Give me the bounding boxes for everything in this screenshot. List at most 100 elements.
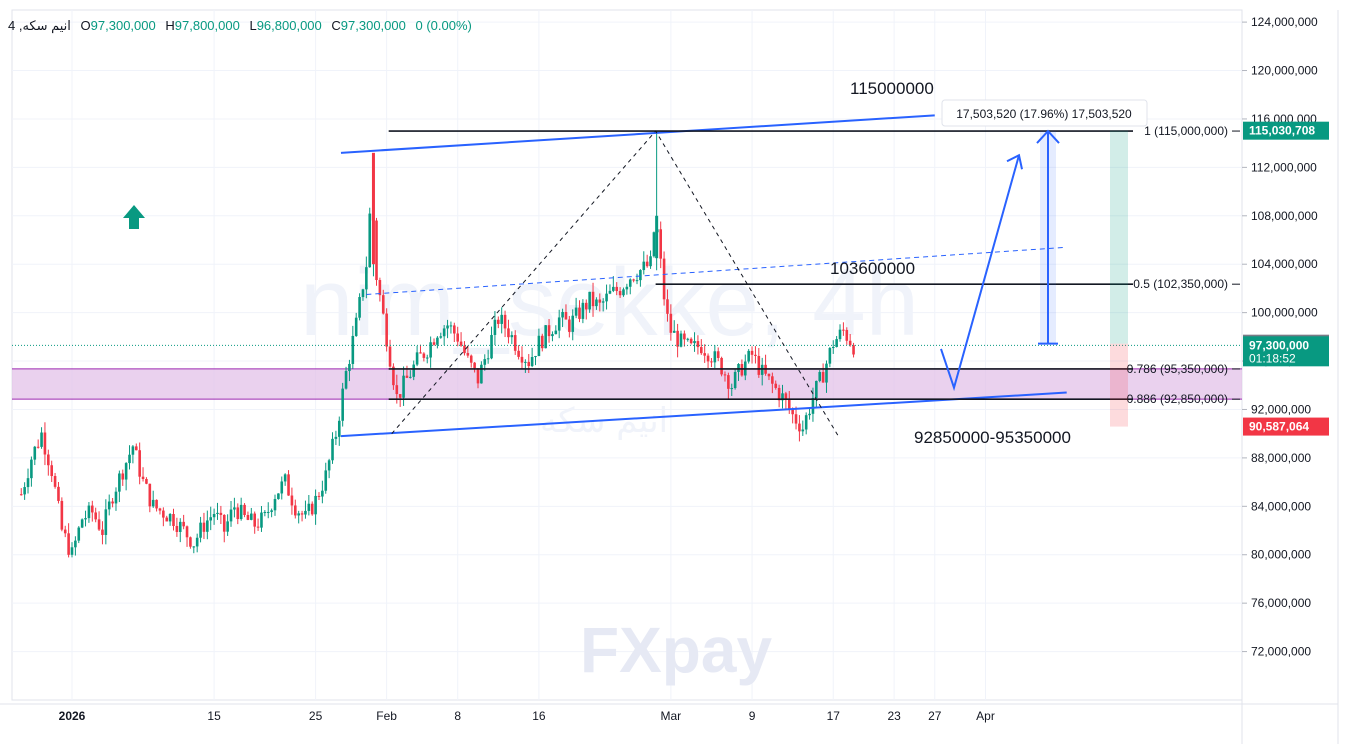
time-axis[interactable]: 2026 15 25 Feb 8 16 Mar 9 17 23 27 Apr (59, 709, 995, 723)
target-mid-label: 103600000 (830, 259, 915, 278)
candle-body (815, 380, 818, 398)
candle-body (121, 473, 125, 480)
candle-body (483, 359, 487, 365)
candle-body (733, 371, 737, 389)
candle-body (283, 474, 287, 482)
candle-body (304, 510, 307, 515)
candle-body (195, 537, 199, 547)
candle-body (639, 270, 642, 281)
candle-body (666, 299, 669, 314)
candle-body (754, 354, 757, 356)
candle-body (618, 291, 622, 296)
up-arrow-icon (123, 205, 145, 229)
candle-body (239, 504, 243, 520)
candle-body (676, 330, 679, 347)
candle-body (544, 325, 547, 349)
candle-body (848, 340, 852, 346)
candle-body (612, 286, 615, 291)
candle-body (659, 229, 662, 259)
candle-body (375, 220, 378, 281)
candle-body (642, 261, 646, 271)
support-zone (12, 368, 1242, 400)
candle-body (124, 463, 128, 480)
candle-body (111, 501, 114, 504)
candle-body (206, 520, 209, 532)
legend-high: 97,800,000 (174, 18, 240, 33)
candle-body (331, 438, 334, 461)
candle-body (422, 353, 426, 358)
candle-body (831, 346, 835, 349)
candle-body (409, 376, 412, 378)
candle-body (246, 514, 250, 520)
legend-low-label: L (249, 18, 257, 33)
y-tick-label: 76,000,000 (1251, 596, 1311, 610)
candle-body (280, 481, 284, 494)
price-badge-label: 97,300,000 (1249, 338, 1309, 352)
y-tick-label: 104,000,000 (1251, 257, 1318, 271)
watermark: nim_sekke, 4h انیم سکه FXpay (300, 249, 919, 686)
candle-body (365, 267, 368, 290)
candle-body (189, 537, 192, 547)
candle-body (513, 335, 517, 351)
candle-body (635, 280, 639, 282)
candle-body (202, 522, 206, 532)
candle-body (564, 312, 568, 320)
candle-body (547, 325, 551, 337)
candle-body (107, 501, 111, 510)
candle-body (348, 363, 351, 372)
candle-body (80, 519, 84, 528)
legend-open-label: O (80, 18, 91, 33)
candle-body (507, 328, 510, 338)
candle-body (91, 505, 94, 513)
candle-body (354, 317, 358, 336)
candle-body (165, 517, 169, 522)
candle-body (395, 385, 399, 395)
candle-body (446, 325, 449, 329)
candle-body (689, 338, 693, 344)
position-profit-box (1110, 130, 1128, 344)
candle-body (703, 353, 706, 356)
candle-body (70, 547, 74, 555)
candle-body (429, 342, 432, 358)
candle-body (625, 286, 629, 290)
legend-low: 96,800,000 (256, 18, 322, 33)
candle-body (97, 519, 101, 530)
candle-body (273, 499, 277, 511)
candle-body (530, 357, 534, 367)
candle-body (760, 364, 764, 375)
x-tick-label: 2026 (59, 709, 86, 723)
candle-body (683, 333, 686, 340)
candle-body (260, 512, 263, 528)
candle-body (77, 527, 81, 541)
legend-close: 97,300,000 (340, 18, 406, 33)
x-tick-label: 16 (532, 709, 546, 723)
candle-body (192, 546, 196, 548)
candle-body (114, 491, 118, 504)
candle-body (571, 315, 575, 332)
candle-body (730, 388, 734, 390)
candle-body (655, 215, 659, 259)
x-tick-label: 17 (827, 709, 841, 723)
fib-level-label: 0.886 (92,850,000) (1127, 392, 1228, 406)
candle-body (584, 302, 588, 310)
candle-body (520, 356, 524, 363)
x-tick-label: 15 (207, 709, 221, 723)
candle-body (500, 314, 503, 324)
candle-body (828, 348, 832, 364)
candle-body (212, 514, 216, 518)
candle-body (791, 409, 794, 415)
candle-body (852, 345, 855, 355)
candle-body (162, 510, 165, 518)
candle-body (838, 329, 842, 340)
candle-body (26, 478, 30, 488)
candle-body (781, 393, 784, 401)
candle-body (662, 258, 666, 300)
candle-body (216, 512, 219, 515)
candle-body (601, 301, 605, 303)
candle-body (294, 505, 297, 516)
y-tick-label: 100,000,000 (1251, 306, 1318, 320)
candle-body (341, 388, 344, 421)
drawings: 1 (115,000,000) 0.5 (102,350,000) 0.786 (9… (12, 79, 1242, 447)
candle-body (74, 540, 77, 548)
